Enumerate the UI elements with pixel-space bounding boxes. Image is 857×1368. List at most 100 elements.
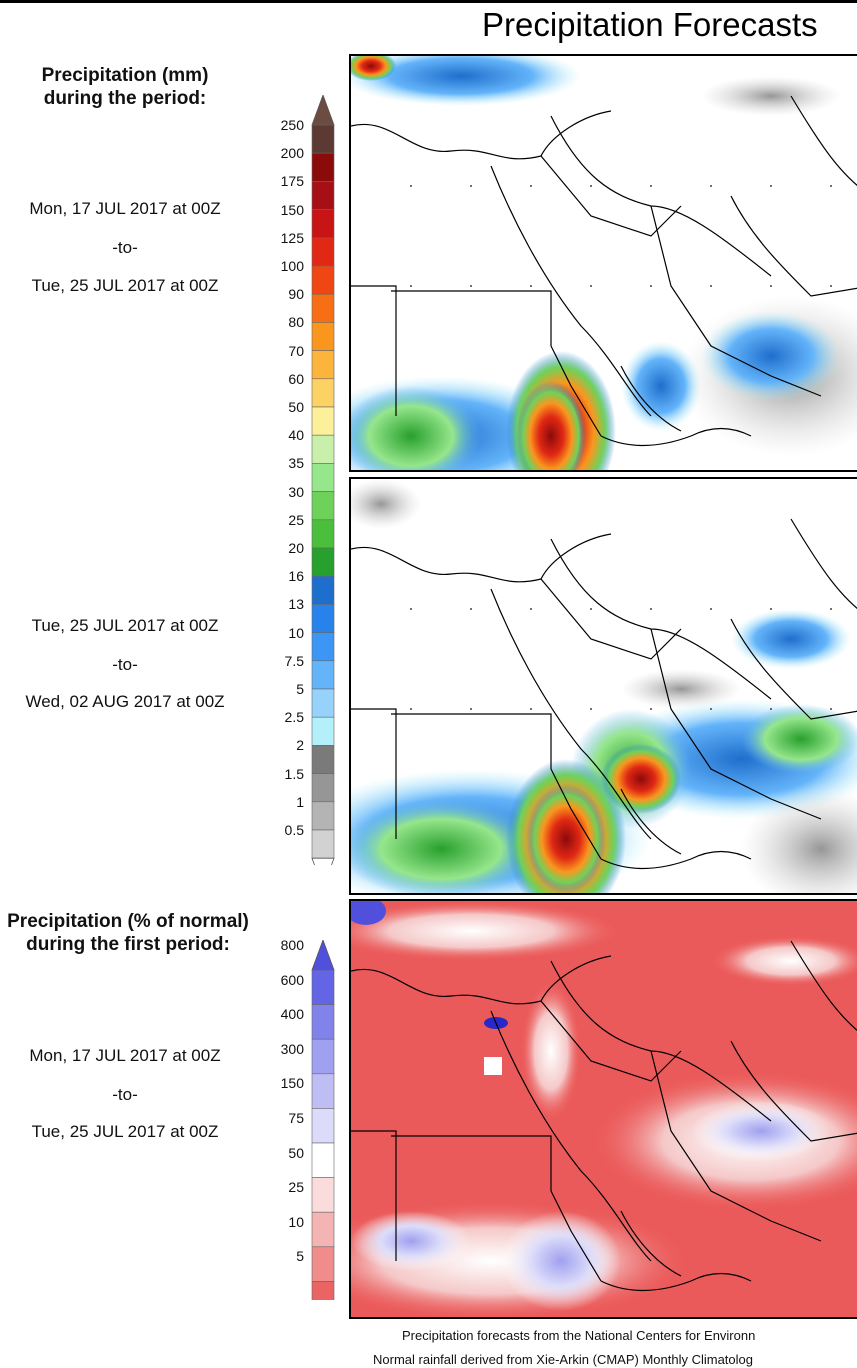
anomaly-swatch xyxy=(311,1108,335,1144)
amount-swatch xyxy=(311,124,335,154)
anomaly-tick-label: 600 xyxy=(280,971,304,988)
amount-cap-bottom xyxy=(311,857,335,865)
amount-tick-label: 100 xyxy=(280,258,304,274)
amount-swatch xyxy=(311,688,335,718)
amount-swatch xyxy=(311,322,335,351)
period-1-separator: -to- xyxy=(112,238,138,257)
forecast-map-period-2 xyxy=(349,477,857,895)
anomaly-swatch xyxy=(311,1004,335,1040)
amount-swatch xyxy=(311,745,335,774)
amount-swatch xyxy=(311,265,335,295)
amount-tick-label: 125 xyxy=(280,229,304,246)
amount-tick-label: 25 xyxy=(288,511,304,528)
forecast-map-2-image xyxy=(351,479,857,893)
anomaly-legend-heading-line2: during the first period: xyxy=(26,934,230,955)
amount-swatch xyxy=(311,604,335,633)
amount-tick-label: 200 xyxy=(280,145,304,162)
period-2-end: Wed, 02 AUG 2017 at 00Z xyxy=(25,692,225,711)
amount-swatch xyxy=(311,463,335,492)
period-2-start: Tue, 25 JUL 2017 at 00Z xyxy=(31,616,219,635)
anomaly-tick-label: 75 xyxy=(288,1110,304,1126)
amount-swatch xyxy=(311,660,335,690)
amount-swatch xyxy=(311,632,335,662)
amount-swatch xyxy=(311,237,335,267)
anomaly-tick-label: 150 xyxy=(280,1075,304,1092)
amount-swatch xyxy=(311,350,335,380)
anomaly-swatch xyxy=(311,1073,335,1109)
amount-tick-label: 175 xyxy=(280,173,304,190)
amount-tick-label: 250 xyxy=(280,117,304,133)
amount-tick-label: 7.5 xyxy=(284,652,304,669)
amount-tick-label: 35 xyxy=(288,455,304,472)
anomaly-swatch xyxy=(311,1038,335,1075)
amount-tick-label: 90 xyxy=(288,286,304,303)
amount-tick-label: 10 xyxy=(288,624,304,641)
anomaly-swatch xyxy=(311,1211,335,1248)
amount-swatch xyxy=(311,491,335,521)
amount-swatch xyxy=(311,293,335,323)
amount-legend-heading-line1: Precipitation (mm) xyxy=(41,65,209,86)
amount-swatch xyxy=(311,209,335,239)
anomaly-tick-label: 300 xyxy=(280,1040,304,1057)
amount-tick-label: 13 xyxy=(288,596,304,613)
amount-swatch xyxy=(311,773,335,803)
anomaly-swatch xyxy=(311,1246,335,1282)
amount-swatch xyxy=(311,152,335,182)
anomaly-legend-heading: Precipitation (% of normal) during the f… xyxy=(0,910,266,956)
anomaly-map-image xyxy=(351,901,857,1317)
anomaly-tick-label: 10 xyxy=(288,1213,304,1230)
anomaly-swatch xyxy=(311,969,335,1005)
forecast-map-1-image xyxy=(351,56,857,470)
amount-tick-label: 2.5 xyxy=(284,709,304,726)
period-3-separator: -to- xyxy=(112,1085,138,1104)
amount-swatch xyxy=(311,434,335,464)
anomaly-map-period-1 xyxy=(349,899,857,1319)
footer-source-line: Precipitation forecasts from the Nationa… xyxy=(402,1328,756,1343)
amount-tick-label: 70 xyxy=(288,342,304,359)
top-border xyxy=(0,0,857,3)
amount-tick-label: 30 xyxy=(288,483,304,500)
amount-tick-label: 60 xyxy=(288,370,304,387)
anomaly-cap-top xyxy=(311,940,335,971)
amount-tick-label: 20 xyxy=(288,540,304,556)
anomaly-tick-label: 800 xyxy=(280,937,304,953)
anomaly-tick-label: 400 xyxy=(280,1006,304,1023)
amount-swatch xyxy=(311,547,335,577)
anomaly-legend-heading-line1: Precipitation (% of normal) xyxy=(7,911,249,932)
amount-swatch xyxy=(311,801,335,831)
amount-cap-top xyxy=(311,95,335,126)
amount-tick-label: 0.5 xyxy=(284,822,304,838)
amount-tick-label: 80 xyxy=(288,314,304,331)
amount-swatch xyxy=(311,829,335,859)
anomaly-tick-label: 50 xyxy=(288,1144,304,1161)
amount-swatch xyxy=(311,378,335,408)
footer-normal-line: Normal rainfall derived from Xie-Arkin (… xyxy=(373,1352,753,1367)
amount-tick-label: 40 xyxy=(288,427,304,444)
amount-legend-heading: Precipitation (mm) during the period: xyxy=(0,64,250,110)
amount-tick-label: 16 xyxy=(288,568,304,585)
amount-legend-heading-line2: during the period: xyxy=(43,88,207,109)
anomaly-tick-label: 5 xyxy=(296,1248,304,1265)
amount-tick-label: 1.5 xyxy=(284,765,304,782)
page-title: Precipitation Forecasts xyxy=(482,6,818,43)
amount-swatch xyxy=(311,716,335,746)
anomaly-swatch xyxy=(311,1142,335,1178)
amount-swatch xyxy=(311,181,335,210)
period-1-end: Tue, 25 JUL 2017 at 00Z xyxy=(31,276,219,295)
anomaly-tick-label: 25 xyxy=(288,1179,304,1196)
period-3-start: Mon, 17 JUL 2017 at 00Z xyxy=(29,1046,221,1065)
amount-swatch xyxy=(311,406,335,436)
amount-tick-label: 2 xyxy=(296,737,304,754)
anomaly-colorbar xyxy=(311,940,335,1300)
amount-tick-label: 50 xyxy=(288,399,304,415)
forecast-map-period-1 xyxy=(349,54,857,472)
amount-colorbar xyxy=(311,95,335,865)
amount-tick-label: 1 xyxy=(296,793,304,810)
anomaly-swatch xyxy=(311,1177,335,1213)
amount-tick-label: 150 xyxy=(280,201,304,218)
amount-swatch xyxy=(311,575,335,605)
anomaly-swatch xyxy=(311,1281,335,1300)
period-3-end: Tue, 25 JUL 2017 at 00Z xyxy=(31,1122,219,1141)
period-1-start: Mon, 17 JUL 2017 at 00Z xyxy=(29,199,221,218)
amount-tick-label: 5 xyxy=(296,681,304,697)
